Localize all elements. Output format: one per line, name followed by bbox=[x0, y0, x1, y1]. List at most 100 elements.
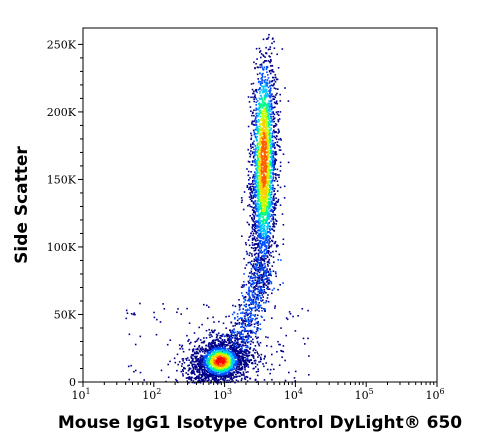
data-point bbox=[225, 371, 227, 374]
data-point bbox=[243, 363, 245, 365]
data-point bbox=[272, 169, 275, 172]
data-point bbox=[274, 76, 276, 79]
data-point bbox=[225, 349, 227, 352]
data-point bbox=[260, 263, 263, 265]
data-point bbox=[255, 136, 257, 139]
data-point bbox=[257, 192, 260, 194]
data-point bbox=[253, 220, 255, 223]
data-point bbox=[238, 375, 240, 378]
data-point bbox=[266, 276, 268, 279]
data-point bbox=[254, 275, 256, 277]
data-point bbox=[126, 312, 129, 314]
data-point bbox=[247, 275, 250, 278]
data-point bbox=[268, 279, 271, 281]
data-point bbox=[233, 346, 236, 349]
data-point bbox=[241, 341, 244, 344]
data-point bbox=[253, 272, 256, 274]
data-point bbox=[271, 165, 274, 167]
data-point bbox=[234, 331, 236, 334]
data-point bbox=[274, 123, 277, 125]
data-point bbox=[266, 256, 269, 258]
data-point bbox=[269, 268, 271, 270]
data-point bbox=[263, 123, 265, 126]
data-point bbox=[212, 373, 215, 375]
data-point bbox=[270, 182, 272, 184]
data-point bbox=[260, 289, 262, 292]
data-point bbox=[244, 366, 246, 368]
data-point bbox=[256, 231, 259, 234]
data-point bbox=[253, 228, 255, 231]
data-point bbox=[260, 207, 263, 209]
data-point bbox=[275, 138, 278, 140]
data-point bbox=[267, 109, 270, 111]
data-point bbox=[269, 186, 271, 188]
data-point bbox=[254, 272, 257, 275]
data-point bbox=[262, 243, 265, 246]
data-point bbox=[258, 156, 261, 158]
data-point bbox=[248, 309, 250, 311]
data-point bbox=[259, 299, 262, 302]
data-point bbox=[260, 53, 263, 55]
data-point bbox=[233, 342, 235, 344]
data-point bbox=[259, 109, 262, 112]
data-point bbox=[268, 147, 270, 149]
data-point bbox=[210, 334, 212, 336]
data-point bbox=[263, 107, 266, 110]
data-point bbox=[220, 358, 223, 361]
data-point bbox=[192, 355, 194, 357]
data-point bbox=[272, 174, 275, 176]
data-point bbox=[220, 371, 223, 374]
data-point bbox=[279, 149, 282, 151]
data-point bbox=[231, 337, 234, 339]
data-point bbox=[253, 274, 255, 276]
data-point bbox=[257, 242, 260, 245]
data-point bbox=[255, 126, 258, 129]
data-point bbox=[263, 260, 266, 263]
data-point bbox=[252, 195, 254, 197]
data-point bbox=[257, 158, 260, 161]
data-point bbox=[188, 338, 190, 341]
data-point bbox=[199, 381, 202, 384]
data-point bbox=[272, 160, 274, 162]
data-point bbox=[255, 330, 258, 333]
data-point bbox=[243, 285, 245, 288]
data-point bbox=[245, 311, 248, 314]
data-point bbox=[240, 304, 243, 306]
data-point bbox=[263, 272, 266, 275]
data-point bbox=[250, 311, 252, 313]
data-point bbox=[258, 102, 261, 104]
data-point bbox=[257, 180, 260, 183]
data-point bbox=[223, 364, 225, 367]
data-point bbox=[275, 200, 278, 203]
data-point bbox=[265, 103, 267, 106]
data-point bbox=[263, 101, 266, 104]
data-point bbox=[270, 99, 273, 102]
data-point bbox=[252, 82, 255, 85]
data-point bbox=[252, 247, 255, 250]
data-point bbox=[251, 218, 254, 221]
data-point bbox=[194, 382, 196, 384]
data-point bbox=[246, 186, 249, 188]
data-point bbox=[251, 299, 254, 302]
data-point bbox=[262, 238, 265, 240]
data-point bbox=[201, 346, 203, 349]
data-point bbox=[203, 358, 206, 360]
data-point bbox=[208, 379, 210, 381]
data-point bbox=[241, 350, 244, 353]
data-point bbox=[253, 249, 256, 252]
data-point bbox=[267, 138, 269, 140]
data-point bbox=[275, 111, 278, 113]
data-point bbox=[263, 200, 266, 202]
data-point bbox=[256, 214, 259, 217]
data-point bbox=[262, 198, 265, 201]
data-point bbox=[254, 94, 256, 96]
data-point bbox=[242, 344, 244, 346]
data-point bbox=[203, 360, 205, 363]
data-point bbox=[265, 278, 267, 280]
data-point bbox=[243, 338, 246, 341]
data-point bbox=[268, 227, 271, 230]
data-point bbox=[254, 289, 256, 291]
data-point bbox=[297, 315, 299, 317]
data-point bbox=[262, 54, 264, 56]
data-point bbox=[273, 261, 275, 264]
